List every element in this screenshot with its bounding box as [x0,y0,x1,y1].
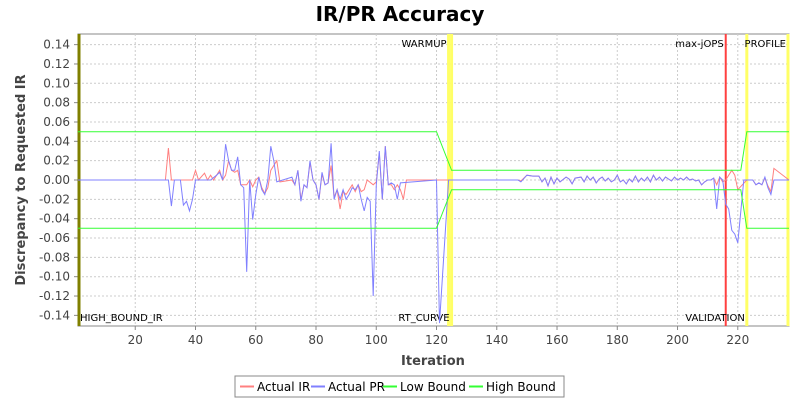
series [78,131,790,324]
legend-item: Actual IR [257,380,310,394]
x-tick-label: 120 [425,333,448,347]
series-line-actual-pr [78,143,789,324]
marker-label: HIGH_BOUND_IR [80,313,163,324]
marker-label: PROFILE [745,39,786,50]
y-tick-label: -0.12 [39,289,70,303]
x-tick-label: 220 [726,333,749,347]
x-tick-label: 200 [666,333,689,347]
y-tick-label: -0.14 [39,308,70,322]
y-tick-label: 0.02 [43,154,70,168]
y-tick-label: 0.06 [43,115,70,129]
legend-box [234,375,565,398]
y-tick-label: 0.14 [43,38,70,52]
y-tick-label: 0.08 [43,96,70,110]
marker-label: VALIDATION [685,313,745,324]
marker-label: WARMUP [401,39,446,50]
legend-item: Low Bound [400,380,466,394]
y-tick-label: -0.10 [39,270,70,284]
y-tick-label: -0.02 [39,192,70,206]
x-tick-label: 20 [128,333,143,347]
x-axis-label: Iteration [401,354,465,369]
y-tick-label: -0.06 [39,231,70,245]
series-line-low-bound [78,189,789,229]
y-tick-label: 0.12 [43,57,70,71]
x-tick-label: 180 [606,333,629,347]
x-ticks: 20 40 60 80 100 120 140 160 180 200 220 [128,326,749,347]
legend-item: Actual PR [328,380,385,394]
y-tick-label: -0.04 [39,212,70,226]
y-ticks: -0.14 -0.12 -0.10 -0.08 -0.06 -0.04 -0.02 0.00 0… [39,38,78,322]
legend-item: High Bound [486,380,556,394]
x-tick-label: 40 [188,333,203,347]
x-tick-label: 100 [365,333,388,347]
legend: Actual IR Actual PR Low Bound High Bound [234,375,565,398]
x-tick-label: 160 [546,333,569,347]
y-tick-label: 0.10 [43,76,70,90]
series-line-high-bound [78,131,789,171]
x-tick-label: 140 [485,333,508,347]
marker-label: RT_CURVE [398,313,449,324]
y-tick-label: 0.04 [43,134,70,148]
y-axis-label: Discrepancy to Requested IR [14,74,29,285]
y-tick-label: -0.08 [39,250,70,264]
x-tick-label: 80 [308,333,323,347]
x-tick-label: 60 [248,333,263,347]
marker-label: max-jOPS [675,39,723,50]
chart-title: IR/PR Accuracy [316,2,485,26]
y-tick-label: 0.00 [43,173,70,187]
